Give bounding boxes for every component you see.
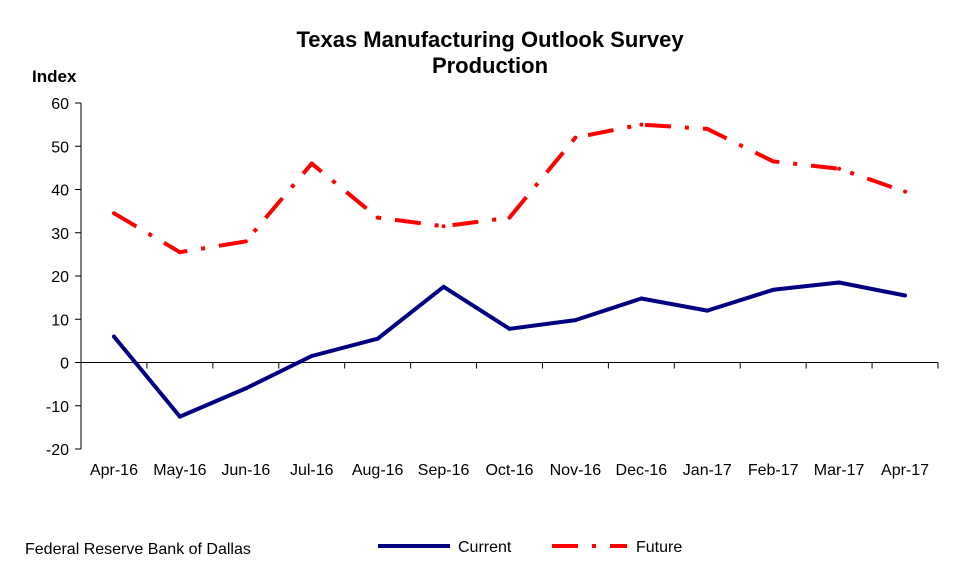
- data-point-future: [639, 122, 644, 127]
- x-tick-label: Sep-16: [418, 462, 470, 479]
- y-tick-label: 50: [51, 139, 69, 156]
- x-tick-label: Nov-16: [550, 462, 602, 479]
- y-axis-label: Index: [32, 67, 77, 86]
- data-point-future: [177, 250, 182, 255]
- data-point-future: [771, 159, 776, 164]
- data-point-current: [375, 336, 380, 341]
- data-point-current: [639, 296, 644, 301]
- x-tick-label: Mar-17: [814, 462, 865, 479]
- y-tick-label: 10: [51, 312, 69, 329]
- data-point-future: [375, 215, 380, 220]
- y-tick-label: 40: [51, 183, 69, 200]
- data-point-future: [507, 215, 512, 220]
- legend-label-current: Current: [458, 539, 512, 556]
- x-tick-label: Apr-16: [90, 462, 138, 479]
- x-tick-label: Oct-16: [485, 462, 533, 479]
- series-line-future: [112, 122, 906, 255]
- y-tick-label: -10: [46, 399, 69, 416]
- y-tick-label: 20: [51, 269, 69, 286]
- series-layer: [111, 122, 908, 419]
- x-tick-label: Jan-17: [683, 462, 732, 479]
- legend: Current Future: [378, 539, 682, 556]
- y-axis: -20 -10 0 10 20 30 40 50 60: [46, 96, 82, 459]
- data-point-current: [243, 386, 248, 391]
- x-tick-label: Feb-17: [748, 462, 799, 479]
- x-axis: Apr-16 May-16 Jun-16 Jul-16 Aug-16 Sep-16 Oct-…: [80, 362, 939, 479]
- data-point-future: [441, 224, 446, 229]
- data-point-current: [903, 293, 908, 298]
- x-tick-label: Apr-17: [881, 462, 929, 479]
- data-point-future: [903, 189, 908, 194]
- y-tick-label: 30: [51, 226, 69, 243]
- x-tick-label: Dec-16: [616, 462, 668, 479]
- data-point-future: [243, 239, 248, 244]
- data-point-current: [771, 287, 776, 292]
- y-tick-label: 0: [60, 356, 69, 373]
- x-tick-label: Jul-16: [290, 462, 334, 479]
- data-point-current: [441, 284, 446, 289]
- data-point-future: [309, 161, 314, 166]
- data-point-current: [111, 334, 116, 339]
- data-point-current: [573, 318, 578, 323]
- legend-label-future: Future: [636, 539, 682, 556]
- source-note: Federal Reserve Bank of Dallas: [25, 541, 251, 558]
- data-point-current: [177, 414, 182, 419]
- x-tick-label: Aug-16: [352, 462, 404, 479]
- data-point-future: [837, 166, 842, 171]
- x-tick-label: May-16: [153, 462, 206, 479]
- y-tick-label: 60: [51, 96, 69, 113]
- y-tick-label: -20: [46, 442, 69, 459]
- data-point-future: [705, 126, 710, 131]
- chart-title: Texas Manufacturing Outlook Survey: [296, 27, 684, 52]
- series-line-current: [112, 280, 906, 419]
- x-tick-label: Jun-16: [221, 462, 270, 479]
- data-point-current: [507, 326, 512, 331]
- chart-subtitle: Production: [432, 53, 548, 78]
- data-point-future: [111, 211, 116, 216]
- data-point-current: [309, 354, 314, 359]
- data-point-future: [573, 135, 578, 140]
- data-point-current: [705, 308, 710, 313]
- data-point-current: [837, 280, 842, 285]
